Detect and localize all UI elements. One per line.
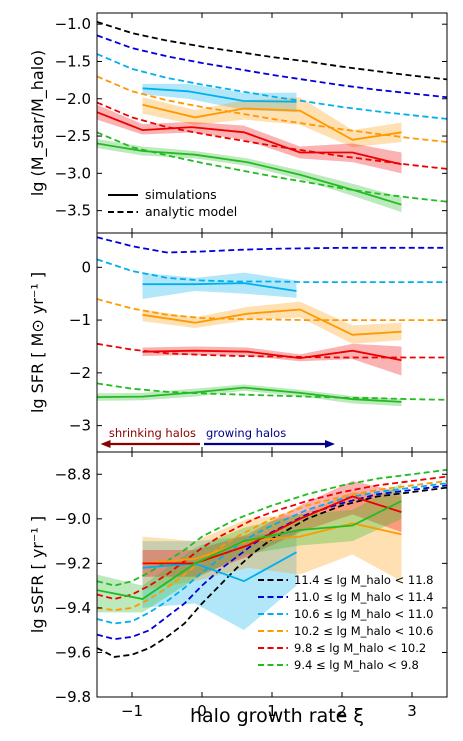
y-tick-label-top: −2.0: [55, 90, 91, 108]
plot-area-middle: [97, 236, 447, 407]
model-line-middle-9.4-9.8: [97, 382, 447, 401]
legend-label: 11.4 ≤ lg M_halo < 11.8: [294, 573, 434, 587]
y-tick-label-bottom: −9.2: [55, 554, 91, 572]
band-bottom-10.2-10.6: [142, 492, 402, 591]
legend-label: simulations: [145, 187, 217, 202]
y-tick-label-middle: −2: [69, 364, 91, 382]
band-middle-10.6-11.0: [142, 272, 297, 299]
model-line-middle-11.0-11.4: [97, 236, 447, 254]
y-tick-label-top: −3.0: [55, 164, 91, 182]
y-tick-label-bottom: −8.8: [55, 465, 91, 483]
band-middle-10.2-10.6: [142, 301, 402, 344]
plot-area-bottom: [97, 468, 447, 658]
sim-line-middle-10.6-11.0: [142, 282, 297, 292]
legend-label: analytic model: [145, 204, 237, 219]
y-tick-label-middle: −1: [69, 311, 91, 329]
y-axis-label-middle: lg SFR [ M⊙ yr⁻¹ ]: [28, 272, 47, 413]
growing-arrow-head: [325, 440, 335, 448]
y-tick-label-bottom: −9.4: [55, 599, 91, 617]
y-tick-label-top: −1.5: [55, 52, 91, 70]
model-line-bottom-9.4-9.8: [97, 468, 447, 587]
model-line-top-11.4-11.8: [97, 21, 447, 81]
sim-line-bottom-10.6-11.0: [142, 551, 297, 583]
legend-label: 9.4 ≤ lg M_halo < 9.8: [294, 658, 419, 672]
sim-line-bottom-9.4-9.8: [97, 500, 402, 600]
model-line-bottom-11.4-11.8: [97, 486, 447, 658]
model-line-middle-10.2-10.6: [97, 298, 447, 321]
growing-halos-label: growing halos: [206, 426, 286, 440]
model-line-top-10.2-10.6: [97, 75, 447, 143]
panel-middle: −3 −2 −1 0 lg SFR [ M⊙ yr⁻¹ ] shrinking halos…: [28, 232, 448, 453]
sim-line-middle-10.2-10.6: [142, 308, 402, 336]
y-tick-label-bottom: −9.8: [55, 688, 91, 706]
panel-bottom: −1 0 1 2 3 −9.8 −9.6 −9.4 −9.2 −9.0 −8.8 lg sSFR [ …: [28, 451, 448, 720]
sim-line-middle-9.8-10.2: [142, 349, 402, 362]
legend-label: 10.6 ≤ lg M_halo < 11.0: [294, 607, 434, 621]
sim-line-bottom-9.8-10.2: [142, 495, 402, 565]
sim-line-bottom-10.2-10.6: [142, 522, 402, 565]
axes-frame-middle: [96, 232, 448, 453]
y-tick-label-top: −3.5: [55, 202, 91, 220]
legend-label: 11.0 ≤ lg M_halo < 11.4: [294, 590, 434, 604]
band-top-10.2-10.6: [142, 97, 402, 148]
band-top-9.8-10.2: [97, 104, 402, 174]
y-axis-label-top: lg (M_star/M_halo): [28, 50, 48, 196]
y-axis-label-bottom: lg sSFR [ yr⁻¹ ]: [28, 516, 47, 633]
x-tick-label: 1: [267, 702, 277, 720]
y-tick-label-middle: 0: [81, 258, 91, 276]
sim-line-top-9.8-10.2: [97, 111, 402, 166]
y-tick-label-top: −2.5: [55, 127, 91, 145]
sim-line-top-10.6-11.0: [142, 87, 297, 103]
model-line-middle-10.6-11.0: [97, 258, 447, 283]
x-tick-label: −1: [121, 702, 143, 720]
panel-top: −3.5 −3.0 −2.5 −2.0 −1.5 −1.0 lg (M_star/M_hal…: [28, 12, 448, 234]
sim-line-top-10.2-10.6: [142, 103, 402, 141]
x-tick-label: 2: [337, 702, 347, 720]
y-tick-label-bottom: −9.6: [55, 643, 91, 661]
x-tick-label: 0: [197, 702, 207, 720]
sim-line-middle-9.4-9.8: [97, 386, 402, 403]
legend-label: 10.2 ≤ lg M_halo < 10.6: [294, 624, 434, 638]
band-bottom-9.8-10.2: [142, 480, 402, 577]
plot-area-top: [97, 21, 447, 213]
y-tick-label-bottom: −9.0: [55, 510, 91, 528]
shrinking-halos-label: shrinking halos: [109, 426, 196, 440]
y-tick-label-top: −1.0: [55, 15, 91, 33]
y-tick-label-middle: −3: [69, 417, 91, 435]
x-axis-label: halo growth rate ξ: [190, 705, 364, 727]
model-line-bottom-9.8-10.2: [97, 475, 447, 600]
sim-line-top-9.4-9.8: [97, 142, 402, 206]
band-top-9.4-9.8: [97, 139, 402, 213]
x-tick-label: 3: [407, 702, 417, 720]
band-middle-9.8-10.2: [142, 343, 402, 376]
model-line-bottom-10.2-10.6: [97, 480, 447, 612]
shrinking-arrow-head: [100, 440, 111, 448]
band-bottom-10.6-11.0: [142, 529, 297, 631]
legend-label: 9.8 ≤ lg M_halo < 10.2: [294, 641, 426, 655]
model-line-top-11.0-11.4: [97, 34, 447, 99]
model-line-top-10.6-11.0: [97, 53, 447, 120]
